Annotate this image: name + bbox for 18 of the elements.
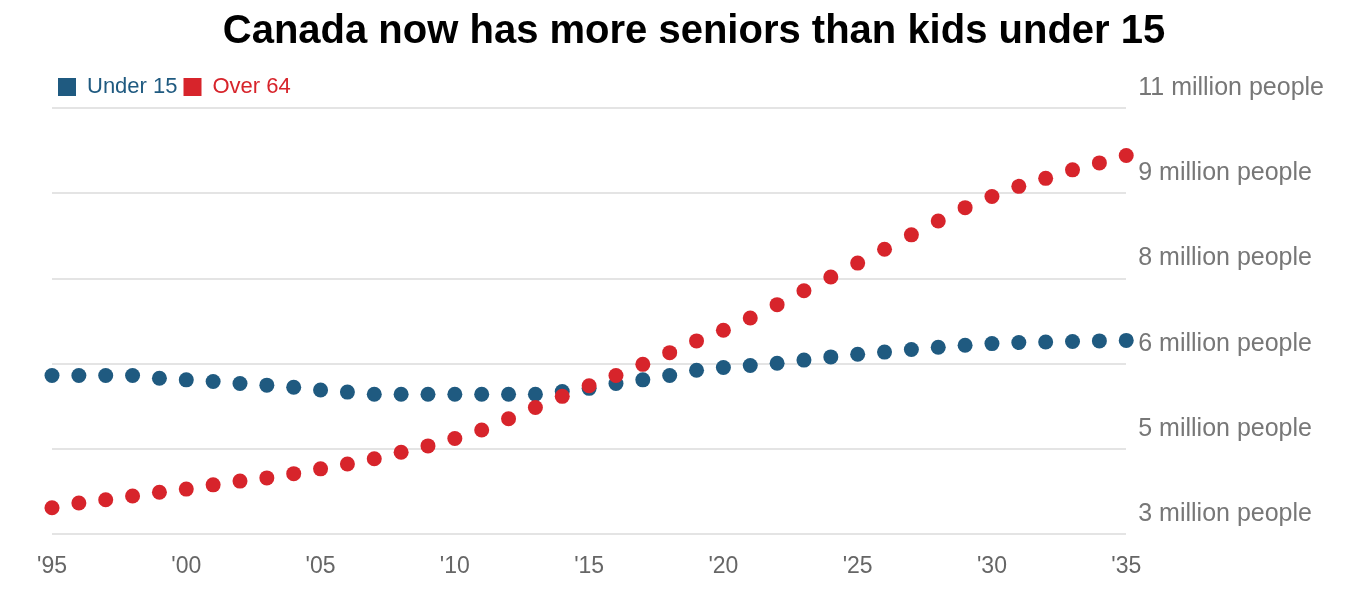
x-tick-label: '30 [976,551,1007,578]
x-tick-label: '20 [708,551,739,578]
x-tick-label: '05 [305,551,336,578]
y-tick-label: 3 million people [1138,498,1312,527]
y-tick-label: 5 million people [1138,413,1312,442]
x-tick-label: '10 [439,551,470,578]
x-tick-label: '95 [37,551,67,578]
x-tick-label: '35 [1111,551,1142,578]
x-tick-label: '00 [171,551,202,578]
y-tick-label: 8 million people [1138,242,1312,271]
y-tick-label: 9 million people [1138,157,1312,186]
x-tick-label: '25 [842,551,873,578]
x-tick-label: '15 [574,551,605,578]
legend-label: Over 64 [212,73,291,99]
y-tick-label: 11 million people [1138,71,1325,100]
y-tick-label: 6 million people [1138,327,1312,356]
legend-label: Under 15 [87,73,178,99]
chart-title: Canada now has more seniors than kids under 15 [222,7,1166,52]
